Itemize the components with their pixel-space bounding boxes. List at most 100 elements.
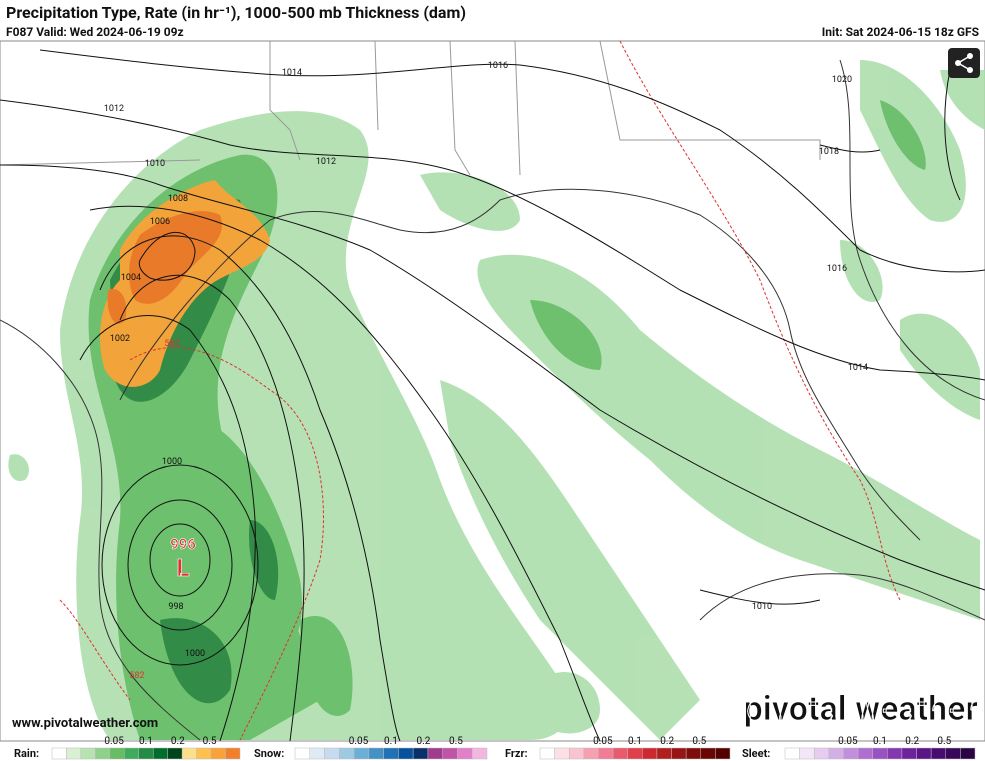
legend-swatch	[152, 747, 168, 760]
legend-tick: 0.05	[104, 736, 124, 747]
isobar-label: 1018	[819, 147, 839, 157]
legend-swatch	[901, 747, 917, 760]
legend-swatch	[715, 747, 731, 760]
legend-swatch	[843, 747, 859, 760]
map: 1014 1016 1012 1012 1010 1008 1006 1004 …	[0, 40, 985, 742]
isobar-label: 998	[168, 602, 183, 612]
legend-tick: 0.5	[937, 736, 951, 747]
legend-swatch	[181, 747, 197, 760]
isobar-label: 1020	[832, 75, 852, 85]
legend: Rain: 0.05 0.1 0.2 0.5 Snow: 0.05 0.1 0.2 0.5 Frzr…	[14, 736, 976, 760]
legend-swatch	[656, 747, 672, 760]
legend-swatch	[960, 747, 976, 760]
legend-tick: 0.05	[838, 736, 858, 747]
legend-swatch	[124, 747, 140, 760]
legend-tick: 0.05	[593, 736, 613, 747]
legend-swatch	[309, 747, 325, 760]
legend-swatch	[857, 747, 873, 760]
legend-swatch	[442, 747, 458, 760]
low-symbol: L	[177, 554, 190, 582]
low-pressure: 996	[170, 535, 196, 553]
legend-tick: 0.2	[660, 736, 674, 747]
legend-swatch	[583, 747, 599, 760]
legend-swatch	[324, 747, 340, 760]
legend-swatch	[210, 747, 226, 760]
legend-swatch	[225, 747, 241, 760]
legend-label: Snow:	[254, 747, 284, 760]
legend-tick: 0.1	[628, 736, 642, 747]
isobar-label: 1012	[316, 157, 336, 167]
legend-swatch	[368, 747, 384, 760]
legend-swatch	[627, 747, 643, 760]
legend-tick: 0.5	[692, 736, 706, 747]
legend-swatch	[51, 747, 67, 760]
isobar-label: 1010	[752, 602, 772, 612]
init-time: Init: Sat 2024-06-15 18z GFS	[822, 25, 979, 39]
legend-swatch	[383, 747, 399, 760]
legend-swatch	[138, 747, 154, 760]
legend-swatch	[642, 747, 658, 760]
legend-swatch	[471, 747, 488, 760]
isobar-label: 1002	[110, 334, 130, 344]
legend-swatch	[671, 747, 687, 760]
isobar-label: 1000	[185, 649, 205, 659]
share-button[interactable]	[948, 48, 980, 78]
legend-tick: 0.2	[417, 736, 431, 747]
legend-swatch	[700, 747, 716, 760]
logo: pivotal weather	[744, 689, 979, 729]
legend-label: Sleet:	[742, 747, 770, 760]
legend-swatch	[539, 747, 555, 760]
legend-swatch	[80, 747, 96, 760]
legend-swatch	[598, 747, 614, 760]
legend-swatch	[294, 747, 311, 760]
legend-swatch	[427, 747, 443, 760]
legend-swatch	[945, 747, 961, 760]
legend-swatch	[887, 747, 903, 760]
legend-tick: 0.1	[139, 736, 153, 747]
legend-swatch	[95, 747, 111, 760]
legend-tick: 0.2	[905, 736, 919, 747]
legend-label: Frzr:	[505, 747, 528, 760]
legend-swatch	[930, 747, 947, 760]
legend-swatch	[412, 747, 429, 760]
legend-label: Rain:	[14, 747, 39, 760]
legend-swatch	[398, 747, 414, 760]
legend-swatch	[554, 747, 570, 760]
site-url: www.pivotalweather.com	[12, 716, 158, 731]
thickness-label: 582	[129, 671, 144, 681]
legend-tick: 0.5	[449, 736, 463, 747]
isobar-label: 1014	[282, 68, 302, 78]
legend-swatch	[457, 747, 473, 760]
legend-tick: 0.05	[349, 736, 369, 747]
legend-tick: 0.1	[384, 736, 398, 747]
legend-swatch	[872, 747, 888, 760]
legend-swatch	[916, 747, 932, 760]
valid-time: F087 Valid: Wed 2024-06-19 09z	[6, 25, 184, 39]
legend-swatch	[568, 747, 585, 760]
legend-swatch	[66, 747, 82, 760]
map-title: Precipitation Type, Rate (in hr⁻¹), 1000…	[6, 3, 466, 22]
legend-swatch	[353, 747, 370, 760]
legend-swatch	[784, 747, 800, 760]
legend-swatch	[685, 747, 702, 760]
legend-tick: 0.2	[171, 736, 185, 747]
legend-swatch	[339, 747, 355, 760]
isobar-label: 1000	[162, 457, 182, 467]
isobar-label: 1016	[827, 264, 847, 274]
legend-swatch	[799, 747, 815, 760]
isobar-label: 1010	[145, 159, 165, 169]
isobar-label: 1008	[168, 194, 188, 204]
isobar-label: 1006	[150, 217, 170, 227]
thickness-label: 582	[164, 339, 179, 349]
legend-tick: 0.5	[203, 736, 217, 747]
legend-swatch	[813, 747, 830, 760]
isobar-label: 1004	[121, 273, 141, 283]
legend-swatch	[612, 747, 628, 760]
legend-swatch	[828, 747, 844, 760]
legend-swatch	[196, 747, 212, 760]
isobar-label: 1012	[104, 104, 124, 114]
isobar-label: 1016	[488, 61, 508, 71]
isobar-label: 1014	[848, 363, 868, 373]
legend-tick: 0.1	[873, 736, 887, 747]
